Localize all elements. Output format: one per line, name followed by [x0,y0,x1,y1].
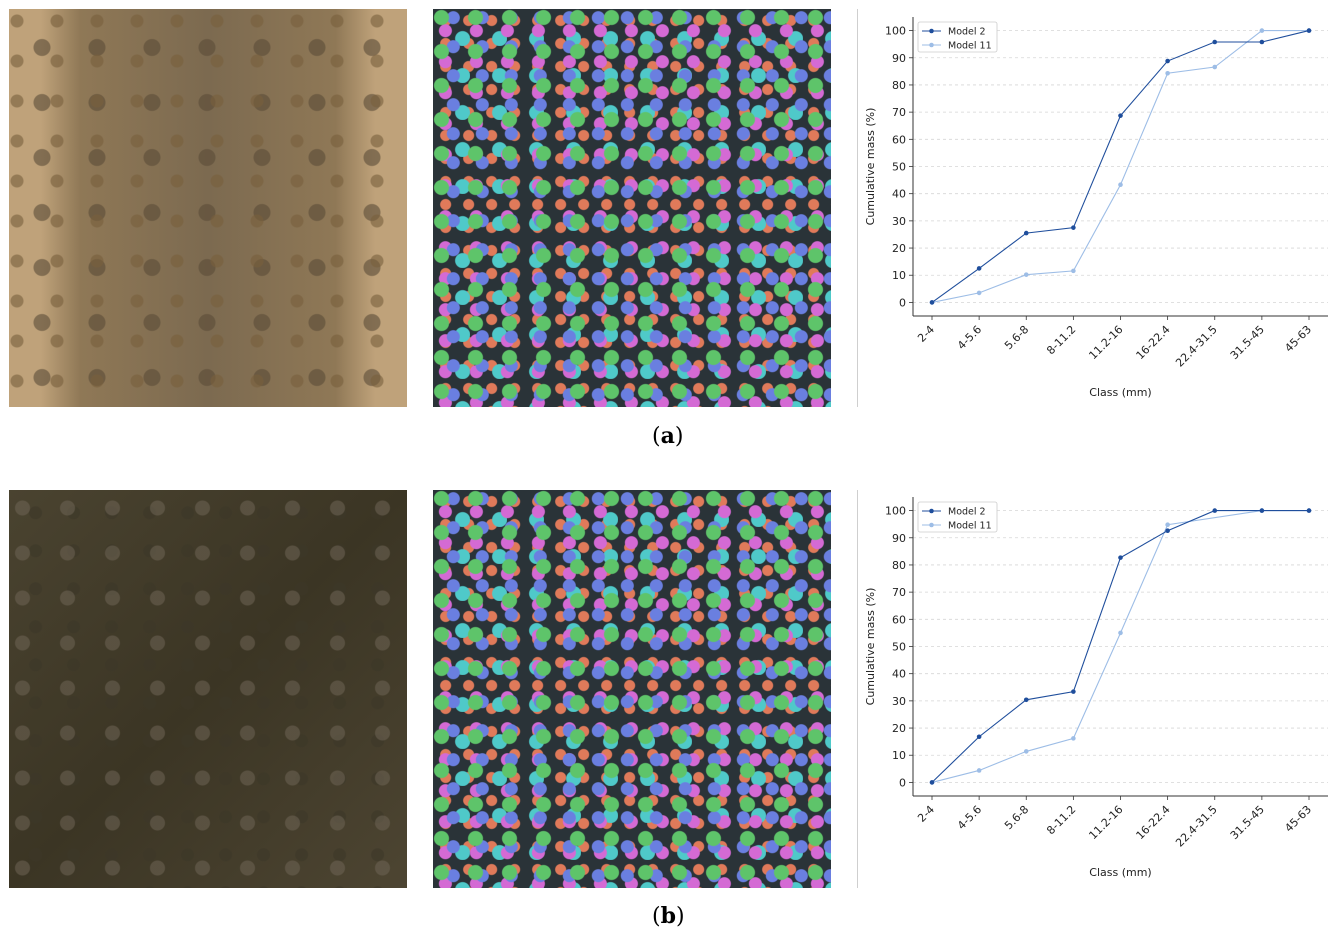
svg-text:Model 2: Model 2 [948,507,986,518]
svg-text:5.6-8: 5.6-8 [1002,323,1031,352]
svg-text:5.6-8: 5.6-8 [1002,803,1031,832]
divider-a [857,9,858,407]
svg-text:16-22.4: 16-22.4 [1134,323,1173,362]
svg-text:30: 30 [892,695,906,708]
svg-text:40: 40 [892,188,906,201]
svg-text:4-5.6: 4-5.6 [955,323,984,352]
svg-text:4-5.6: 4-5.6 [955,803,984,832]
svg-text:100: 100 [885,505,906,518]
svg-text:10: 10 [892,269,906,282]
raw-gravel-photo-b [9,490,407,888]
divider-b [857,490,858,888]
svg-text:10: 10 [892,749,906,762]
svg-text:16-22.4: 16-22.4 [1134,803,1173,842]
svg-text:0: 0 [899,296,906,309]
segmentation-overlay-a [433,9,831,407]
svg-text:Class (mm): Class (mm) [1089,866,1151,879]
svg-text:Class (mm): Class (mm) [1089,386,1151,399]
svg-text:31.5-45: 31.5-45 [1228,803,1267,842]
panel-caption-a: (a) [652,423,684,449]
svg-text:0: 0 [899,776,906,789]
svg-text:22.4-31.5: 22.4-31.5 [1173,803,1220,850]
svg-text:31.5-45: 31.5-45 [1228,323,1267,362]
svg-text:70: 70 [892,106,906,119]
svg-text:45-63: 45-63 [1282,803,1314,835]
svg-text:30: 30 [892,215,906,228]
svg-text:11.2-16: 11.2-16 [1086,803,1125,842]
svg-text:20: 20 [892,722,906,735]
raw-gravel-photo-a [9,9,407,407]
svg-text:8-11.2: 8-11.2 [1044,323,1078,357]
svg-text:Cumulative mass (%): Cumulative mass (%) [864,588,877,706]
svg-text:Model 11: Model 11 [948,41,992,52]
cumulative-mass-chart-b: 0 10 20 30 40 50 60 70 80 90 100 2-4 4-5.6 5.6-8 8-11.… [860,490,1338,890]
svg-text:40: 40 [892,668,906,681]
svg-text:100: 100 [885,25,906,38]
svg-text:Cumulative mass (%): Cumulative mass (%) [864,108,877,226]
svg-text:45-63: 45-63 [1282,323,1314,355]
svg-text:50: 50 [892,641,906,654]
svg-text:50: 50 [892,161,906,174]
svg-text:70: 70 [892,586,906,599]
svg-text:20: 20 [892,242,906,255]
svg-text:2-4: 2-4 [915,803,937,825]
svg-text:2-4: 2-4 [915,323,937,345]
svg-text:Model 2: Model 2 [948,27,986,38]
panel-caption-b: (b) [652,903,685,929]
svg-text:80: 80 [892,79,906,92]
svg-text:90: 90 [892,532,906,545]
svg-text:90: 90 [892,52,906,65]
svg-text:Model 11: Model 11 [948,521,992,532]
svg-text:22.4-31.5: 22.4-31.5 [1173,323,1220,370]
svg-text:80: 80 [892,559,906,572]
svg-text:60: 60 [892,133,906,146]
svg-text:8-11.2: 8-11.2 [1044,803,1078,837]
segmentation-overlay-b [433,490,831,888]
svg-text:11.2-16: 11.2-16 [1086,323,1125,362]
cumulative-mass-chart-a: 0 10 20 30 40 50 60 70 80 90 100 2-4 4-5.6 5.6-8 8-11.… [860,10,1338,410]
svg-text:60: 60 [892,613,906,626]
